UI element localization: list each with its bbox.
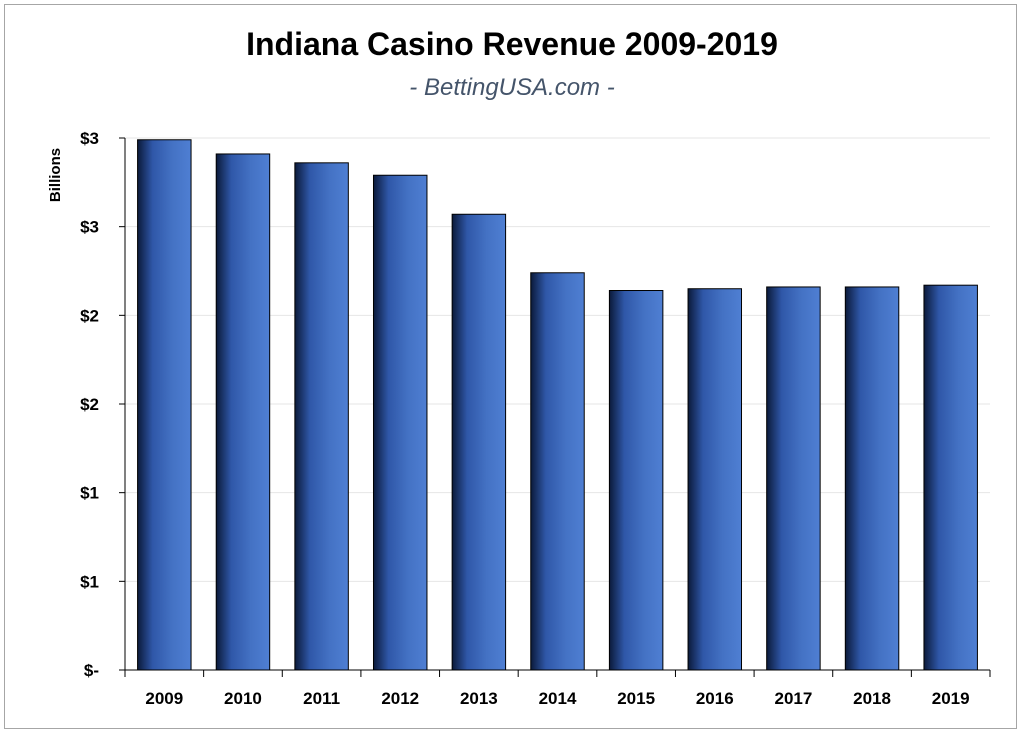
- tick-labels: $- $1 $1 $2 $2 $3 $3 2009 2010 2011 2012 2013 2014 20…: [80, 129, 970, 708]
- bar-2014: [530, 272, 585, 671]
- x-tick-label: 2012: [381, 689, 419, 708]
- bar-2012: [372, 174, 428, 671]
- x-tick-label: 2011: [303, 689, 340, 708]
- bar-2015: [608, 290, 664, 671]
- y-tick-label: $2: [80, 395, 99, 414]
- bar-2013: [451, 213, 507, 671]
- x-tick-label: 2016: [696, 689, 734, 708]
- y-tick-label: $2: [80, 306, 99, 325]
- bar-2017: [766, 286, 821, 671]
- chart-subtitle: - BettingUSA.com -: [409, 74, 615, 101]
- y-tick-label: $-: [84, 661, 99, 680]
- x-tick-label: 2017: [774, 689, 812, 708]
- x-tick-label: 2010: [224, 689, 262, 708]
- y-tick-label: $1: [80, 572, 99, 591]
- x-tick-label: 2018: [853, 689, 891, 708]
- x-tick-label: 2015: [617, 689, 655, 708]
- bar-2019: [923, 284, 978, 671]
- bar-2016: [687, 288, 743, 671]
- y-tick-label: $3: [80, 218, 99, 237]
- y-tick-label: $3: [80, 129, 99, 148]
- bar-2009: [137, 139, 192, 671]
- bars: [137, 139, 978, 671]
- y-axis-title: Billions: [47, 148, 64, 202]
- x-tick-label: 2013: [460, 689, 498, 708]
- x-tick-label: 2019: [932, 689, 970, 708]
- axes: [119, 137, 991, 677]
- bar-2018: [844, 286, 900, 671]
- bar-2010: [215, 153, 271, 671]
- bar-2011: [294, 162, 349, 671]
- y-tick-label: $1: [80, 484, 99, 503]
- x-tick-label: 2009: [145, 689, 183, 708]
- x-tick-label: 2014: [539, 689, 577, 708]
- chart-title: Indiana Casino Revenue 2009-2019: [246, 26, 778, 62]
